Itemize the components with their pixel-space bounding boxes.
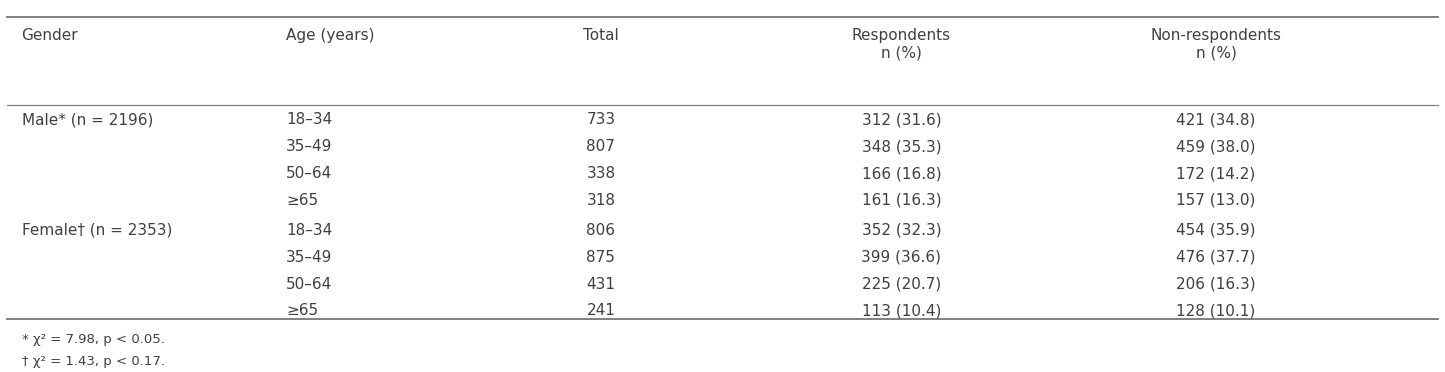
Text: Respondents
n (%): Respondents n (%) [851, 28, 951, 60]
Text: ≥65: ≥65 [286, 193, 318, 208]
Text: 312 (31.6): 312 (31.6) [861, 112, 941, 127]
Text: 113 (10.4): 113 (10.4) [861, 304, 941, 318]
Text: 50–64: 50–64 [286, 166, 332, 181]
Text: 806: 806 [587, 223, 616, 238]
Text: Non-respondents
n (%): Non-respondents n (%) [1150, 28, 1282, 60]
Text: † χ² = 1.43, p < 0.17.: † χ² = 1.43, p < 0.17. [22, 355, 165, 368]
Text: 35–49: 35–49 [286, 250, 332, 265]
Text: 161 (16.3): 161 (16.3) [861, 193, 941, 208]
Text: 399 (36.6): 399 (36.6) [861, 250, 941, 265]
Text: 18–34: 18–34 [286, 223, 332, 238]
Text: 166 (16.8): 166 (16.8) [861, 166, 941, 181]
Text: 318: 318 [587, 193, 616, 208]
Text: 807: 807 [587, 139, 616, 154]
Text: 421 (34.8): 421 (34.8) [1176, 112, 1256, 127]
Text: 431: 431 [587, 277, 616, 292]
Text: 128 (10.1): 128 (10.1) [1176, 304, 1256, 318]
Text: 50–64: 50–64 [286, 277, 332, 292]
Text: Gender: Gender [22, 28, 78, 43]
Text: 459 (38.0): 459 (38.0) [1176, 139, 1256, 154]
Text: ≥65: ≥65 [286, 304, 318, 318]
Text: 35–49: 35–49 [286, 139, 332, 154]
Text: 172 (14.2): 172 (14.2) [1176, 166, 1256, 181]
Text: 352 (32.3): 352 (32.3) [861, 223, 941, 238]
Text: 476 (37.7): 476 (37.7) [1176, 250, 1256, 265]
Text: * χ² = 7.98, p < 0.05.: * χ² = 7.98, p < 0.05. [22, 333, 165, 346]
Text: 18–34: 18–34 [286, 112, 332, 127]
Text: 733: 733 [587, 112, 616, 127]
Text: 157 (13.0): 157 (13.0) [1176, 193, 1256, 208]
Text: Total: Total [582, 28, 618, 43]
Text: 875: 875 [587, 250, 616, 265]
Text: 348 (35.3): 348 (35.3) [861, 139, 941, 154]
Text: Male* (n = 2196): Male* (n = 2196) [22, 112, 153, 127]
Text: 206 (16.3): 206 (16.3) [1176, 277, 1256, 292]
Text: Female† (n = 2353): Female† (n = 2353) [22, 223, 172, 238]
Text: 241: 241 [587, 304, 616, 318]
Text: 338: 338 [587, 166, 616, 181]
Text: 454 (35.9): 454 (35.9) [1176, 223, 1256, 238]
Text: 225 (20.7): 225 (20.7) [861, 277, 941, 292]
Text: Age (years): Age (years) [286, 28, 374, 43]
